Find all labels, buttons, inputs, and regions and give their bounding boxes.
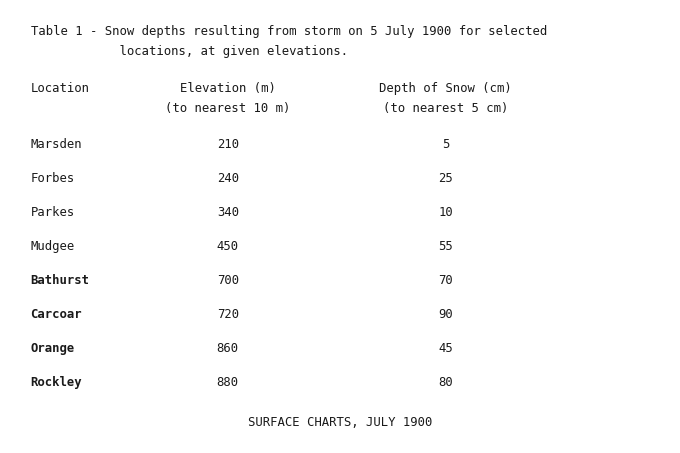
Text: (to nearest 5 cm): (to nearest 5 cm) xyxy=(383,102,508,115)
Text: 450: 450 xyxy=(217,240,239,253)
Text: Parkes: Parkes xyxy=(31,206,75,219)
Text: 10: 10 xyxy=(438,206,453,219)
Text: 80: 80 xyxy=(438,376,453,389)
Text: Elevation (m): Elevation (m) xyxy=(180,82,275,95)
Text: 5: 5 xyxy=(442,138,449,151)
Text: Location: Location xyxy=(31,82,90,95)
Text: 880: 880 xyxy=(217,376,239,389)
Text: 700: 700 xyxy=(217,274,239,287)
Text: 720: 720 xyxy=(217,308,239,321)
Text: 25: 25 xyxy=(438,172,453,185)
Text: Rockley: Rockley xyxy=(31,376,82,389)
Text: locations, at given elevations.: locations, at given elevations. xyxy=(31,45,347,58)
Text: 860: 860 xyxy=(217,342,239,355)
Text: Bathurst: Bathurst xyxy=(31,274,90,287)
Text: 55: 55 xyxy=(438,240,453,253)
Text: Carcoar: Carcoar xyxy=(31,308,82,321)
Text: Orange: Orange xyxy=(31,342,75,355)
Text: Mudgee: Mudgee xyxy=(31,240,75,253)
Text: (to nearest 10 m): (to nearest 10 m) xyxy=(165,102,290,115)
Text: 70: 70 xyxy=(438,274,453,287)
Text: 45: 45 xyxy=(438,342,453,355)
Text: Marsden: Marsden xyxy=(31,138,82,151)
Text: 90: 90 xyxy=(438,308,453,321)
Text: Depth of Snow (cm): Depth of Snow (cm) xyxy=(379,82,512,95)
Text: Table 1 - Snow depths resulting from storm on 5 July 1900 for selected: Table 1 - Snow depths resulting from sto… xyxy=(31,25,547,38)
Text: SURFACE CHARTS, JULY 1900: SURFACE CHARTS, JULY 1900 xyxy=(248,416,432,429)
Text: 210: 210 xyxy=(217,138,239,151)
Text: 240: 240 xyxy=(217,172,239,185)
Text: 340: 340 xyxy=(217,206,239,219)
Text: Forbes: Forbes xyxy=(31,172,75,185)
